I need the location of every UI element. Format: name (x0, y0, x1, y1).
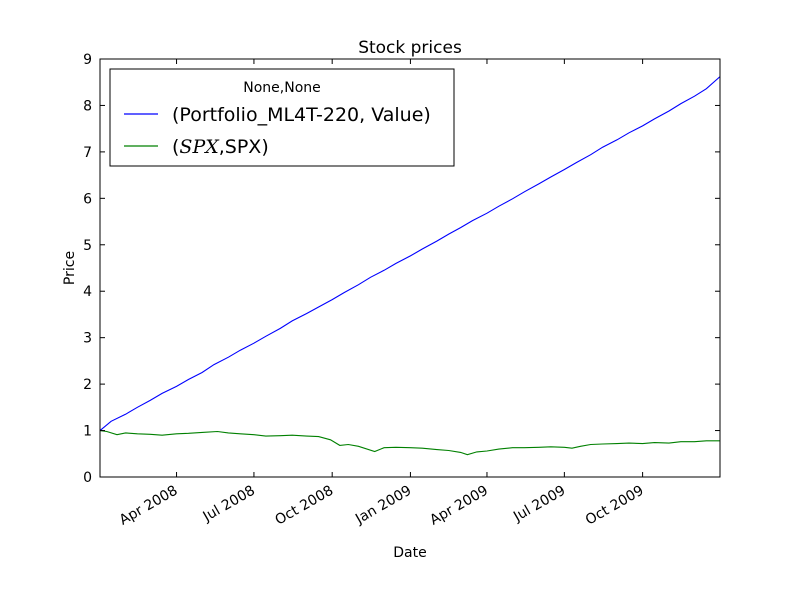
y-tick-label: 8 (83, 98, 92, 114)
y-tick-label: 2 (83, 377, 92, 393)
y-tick-label: 4 (83, 284, 92, 300)
legend-frame (109, 68, 455, 167)
y-tick-label: 6 (83, 191, 92, 207)
series-line-1 (99, 430, 720, 456)
y-tick-label: 0 (83, 470, 92, 486)
legend-label-1: (SPX,SPX) (172, 136, 269, 158)
x-axis-label: Date (393, 545, 426, 561)
legend-label-0: (Portfolio_ML4T-220, Value) (172, 104, 431, 126)
y-tick-label: 5 (83, 238, 92, 254)
y-axis-label: Price (62, 251, 78, 285)
legend-title: None,None (243, 80, 321, 96)
plot-lines (99, 76, 721, 456)
y-tick-label: 1 (83, 424, 92, 440)
y-axis: 0 1 2 3 4 5 6 7 8 9 (83, 52, 720, 486)
y-tick-label: 9 (83, 52, 92, 68)
y-tick-label: 3 (83, 331, 92, 347)
chart-title: Stock prices (358, 38, 462, 58)
legend: None,None (Portfolio_ML4T-220, Value) (SP… (109, 68, 455, 167)
y-tick-label: 7 (83, 145, 92, 161)
series-line-0 (99, 76, 721, 432)
